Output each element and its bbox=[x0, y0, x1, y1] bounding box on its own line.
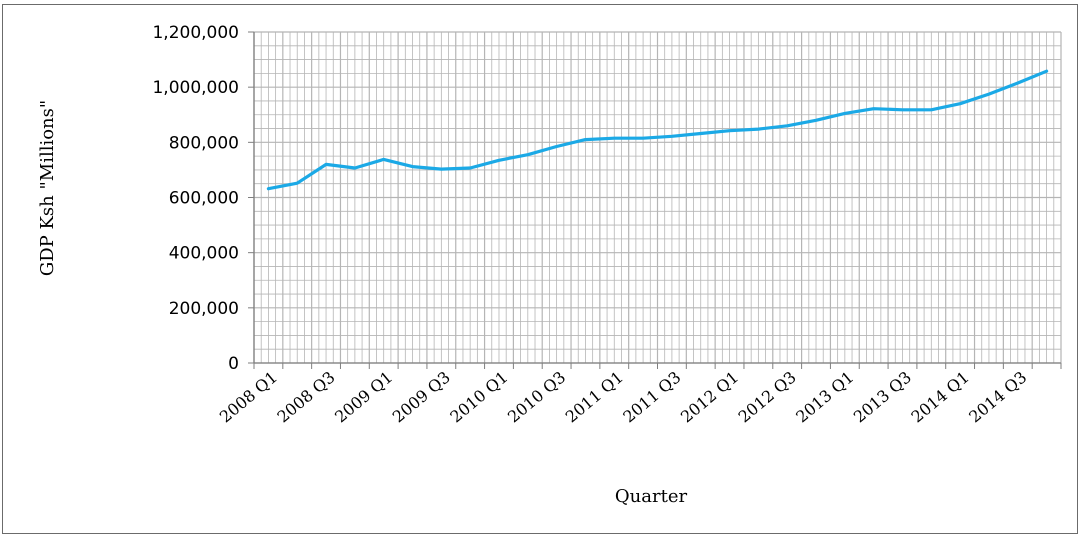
y-tick-label: 200,000 bbox=[169, 299, 239, 319]
x-tick-label: 2014 Q1 bbox=[908, 368, 973, 427]
x-tick-label: 2013 Q1 bbox=[792, 368, 857, 427]
y-tick-label: 600,000 bbox=[169, 189, 239, 209]
y-tick-label: 1,200,000 bbox=[152, 23, 239, 43]
line-chart: 0 200,000 400,000 600,000 800,000 1,000,000 1,… bbox=[37, 23, 1062, 507]
y-tick-label: 800,000 bbox=[169, 133, 239, 153]
x-tick-label: 2011 Q1 bbox=[562, 368, 627, 427]
grid bbox=[253, 31, 1062, 364]
x-tick-label: 2011 Q3 bbox=[619, 368, 684, 427]
series-layer bbox=[266, 69, 1049, 191]
x-tick-label: 2009 Q3 bbox=[389, 368, 454, 427]
x-tick-label: 2010 Q1 bbox=[446, 368, 511, 427]
chart-frame: 0 200,000 400,000 600,000 800,000 1,000,000 1,… bbox=[2, 4, 1078, 534]
axes bbox=[248, 31, 1062, 369]
x-tick-label: 2013 Q3 bbox=[850, 368, 915, 427]
x-tick-label: 2009 Q1 bbox=[331, 368, 396, 427]
series-line bbox=[266, 69, 1049, 191]
x-tick-label: 2014 Q3 bbox=[965, 368, 1030, 427]
x-tick-label: 2012 Q3 bbox=[735, 368, 800, 427]
x-tick-label: 2010 Q3 bbox=[504, 368, 569, 427]
x-tick-label: 2008 Q1 bbox=[216, 368, 281, 427]
y-tick-label: 1,000,000 bbox=[152, 78, 239, 98]
y-axis-title: GDP Ksh "Millions" bbox=[37, 100, 58, 276]
x-tick-label: 2008 Q3 bbox=[273, 368, 338, 427]
x-axis-title: Quarter bbox=[615, 486, 688, 507]
y-axis-ticks: 0 200,000 400,000 600,000 800,000 1,000,000 1,… bbox=[152, 23, 239, 374]
x-tick-label: 2012 Q1 bbox=[677, 368, 742, 427]
y-tick-label: 0 bbox=[228, 354, 239, 374]
y-tick-label: 400,000 bbox=[169, 244, 239, 264]
